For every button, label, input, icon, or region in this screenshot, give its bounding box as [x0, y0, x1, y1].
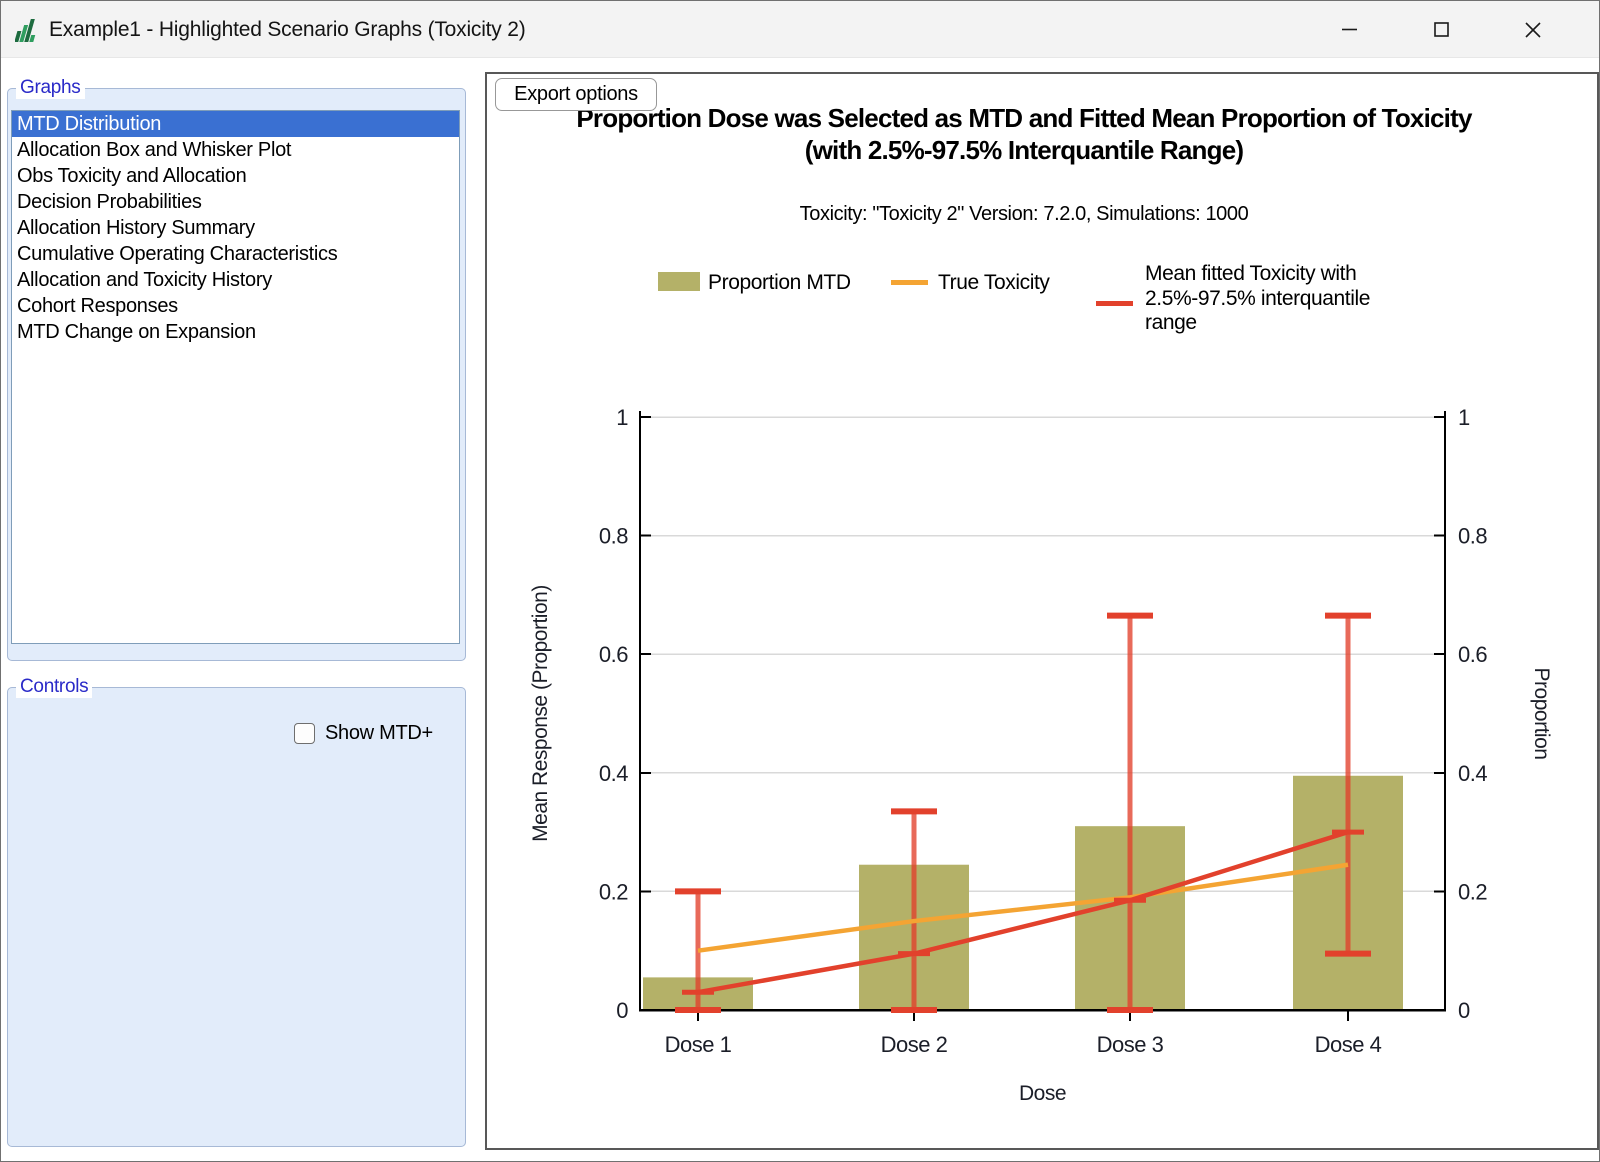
chart-subtitle: Toxicity: "Toxicity 2" Version: 7.2.0, S…: [799, 203, 1249, 225]
ytick-right-1: 1: [1458, 405, 1470, 430]
window-title: Example1 - Highlighted Scenario Graphs (…: [49, 18, 526, 41]
close-button[interactable]: [1510, 1, 1556, 58]
export-options-button[interactable]: Export options: [495, 78, 657, 111]
legend-label-mean-fitted: Mean fitted Toxicity with 2.5%-97.5% int…: [1145, 262, 1370, 336]
chart-svg: 0 0 0.2 0.2 0.4 0.4 0.6 0.6 0.8 0.8 1 1 Dose 1 Dose 2…: [529, 405, 1553, 1105]
list-item-cumulative-operating-characteristics[interactable]: Cumulative Operating Characteristics: [17, 243, 338, 265]
list-item-cohort-responses[interactable]: Cohort Responses: [17, 295, 178, 317]
ytick-right-0.8: 0.8: [1458, 524, 1487, 549]
ytick-right-0: 0: [1458, 998, 1470, 1023]
ytick-left-1: 1: [616, 405, 628, 430]
ytick-left-0.2: 0.2: [599, 879, 628, 904]
x-axis-title: Dose: [1019, 1082, 1066, 1105]
legend-mean-fitted-line2: 2.5%-97.5% interquantile: [1145, 286, 1371, 310]
show-mtd-checkbox[interactable]: [294, 723, 315, 744]
graphs-listbox[interactable]: MTD Distribution Allocation Box and Whisk…: [11, 110, 460, 644]
close-icon: [1525, 21, 1541, 38]
controls-groupbox: Controls Show MTD+: [7, 676, 466, 1147]
chart-panel: Export options Proportion Dose was Selec…: [485, 72, 1599, 1150]
mean-fitted-line: [697, 829, 1349, 995]
list-item-decision-probabilities[interactable]: Decision Probabilities: [17, 191, 202, 213]
ytick-left-0: 0: [616, 998, 628, 1023]
ytick-left-0.6: 0.6: [599, 642, 628, 667]
list-item-allocation-and-toxicity-history[interactable]: Allocation and Toxicity History: [17, 269, 272, 291]
ytick-right-0.4: 0.4: [1458, 761, 1487, 786]
ytick-left-0.4: 0.4: [599, 761, 628, 786]
minimize-icon: [1341, 28, 1357, 31]
graphs-group-label: Graphs: [16, 77, 85, 99]
graphs-groupbox: Graphs MTD Distribution Allocation Box an…: [7, 77, 466, 661]
right-axis-title: Proportion: [1530, 668, 1553, 760]
list-item-allocation-box-and-whisker-plot[interactable]: Allocation Box and Whisker Plot: [17, 139, 292, 161]
show-mtd-row: Show MTD+: [294, 722, 433, 745]
chart-title-line2: (with 2.5%-97.5% Interquantile Range): [804, 135, 1244, 165]
maximize-button[interactable]: [1418, 1, 1464, 58]
titlebar: Example1 - Highlighted Scenario Graphs (…: [1, 1, 1599, 58]
show-mtd-label[interactable]: Show MTD+: [325, 722, 433, 744]
legend-swatch-mean-fitted: [1096, 301, 1133, 306]
list-item-obs-toxicity-and-allocation[interactable]: Obs Toxicity and Allocation: [17, 165, 247, 187]
minimize-button[interactable]: [1326, 1, 1372, 58]
ytick-right-0.2: 0.2: [1458, 879, 1487, 904]
legend-mean-fitted-line1: Mean fitted Toxicity with: [1145, 262, 1357, 285]
xtick-label-2: Dose 2: [881, 1032, 948, 1057]
legend-swatch-proportion-mtd: [658, 272, 700, 291]
chart-title-line1: Proportion Dose was Selected as MTD and …: [576, 103, 1472, 133]
xtick-label-3: Dose 3: [1097, 1032, 1164, 1057]
list-item-allocation-history-summary[interactable]: Allocation History Summary: [17, 217, 255, 239]
ytick-right-0.6: 0.6: [1458, 642, 1487, 667]
ytick-left-0.8: 0.8: [599, 524, 628, 549]
list-item-mtd-distribution[interactable]: MTD Distribution: [12, 111, 459, 137]
xtick-label-4: Dose 4: [1315, 1032, 1382, 1057]
xtick-label-1: Dose 1: [665, 1032, 732, 1057]
list-item-mtd-change-on-expansion[interactable]: MTD Change on Expansion: [17, 321, 256, 343]
legend-mean-fitted-line3: range: [1145, 311, 1197, 334]
maximize-icon: [1433, 22, 1449, 37]
true-toxicity-line: [697, 862, 1349, 953]
app-logo-icon: [15, 19, 36, 42]
left-axis-title: Mean Response (Proportion): [529, 585, 552, 842]
legend-label-true-toxicity: True Toxicity: [938, 271, 1050, 294]
controls-group-label: Controls: [16, 676, 93, 698]
legend-label-proportion-mtd: Proportion MTD: [708, 271, 851, 294]
plot-area: 0 0 0.2 0.2 0.4 0.4 0.6 0.6 0.8 0.8 1 1 Dose 1 Dose 2…: [487, 404, 1597, 1149]
legend-swatch-true-toxicity: [891, 280, 928, 285]
